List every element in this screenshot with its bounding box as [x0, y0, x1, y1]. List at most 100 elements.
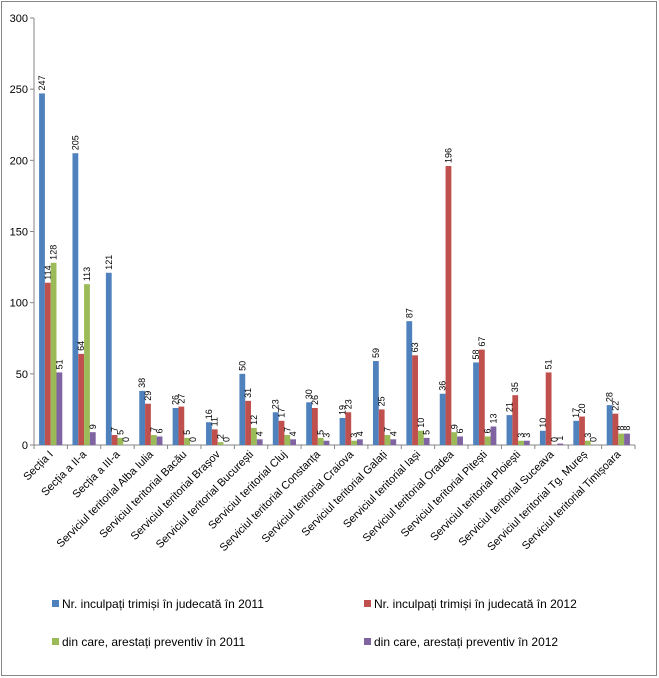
bar-3 — [317, 437, 324, 445]
data-label: 113 — [82, 267, 92, 281]
bar-4 — [390, 439, 397, 445]
data-label: 13 — [488, 413, 498, 423]
bar-1 — [272, 412, 279, 445]
bar-2 — [545, 372, 552, 445]
bar-1 — [606, 405, 613, 445]
bar-2 — [111, 435, 118, 445]
data-label: 8 — [616, 426, 626, 431]
bar-3 — [351, 440, 357, 445]
bar-2 — [278, 420, 285, 445]
data-label: 26 — [171, 395, 181, 405]
data-label: 121 — [104, 255, 114, 270]
data-label: 4 — [288, 431, 298, 436]
bar-2 — [211, 429, 218, 445]
data-label: 3 — [349, 433, 359, 438]
data-label: 63 — [410, 342, 420, 352]
data-label: 7 — [382, 427, 392, 432]
data-label: 59 — [371, 348, 381, 358]
bar-3 — [451, 432, 458, 445]
data-label: 3 — [516, 433, 526, 438]
bar-2 — [378, 409, 385, 445]
y-tick-label: 300 — [10, 13, 28, 25]
data-label: 23 — [343, 399, 353, 409]
data-label: 20 — [577, 404, 587, 414]
data-label: 16 — [204, 409, 214, 419]
bar-4 — [423, 437, 430, 445]
data-label: 29 — [143, 391, 153, 401]
data-label: 2 — [216, 434, 226, 439]
data-label: 3 — [583, 433, 593, 438]
bar-4 — [323, 440, 330, 445]
data-label: 0 — [549, 437, 559, 442]
data-label: 87 — [404, 308, 414, 318]
bar-2 — [312, 407, 318, 445]
y-tick-label: 0 — [22, 440, 28, 452]
bar-1 — [339, 417, 346, 445]
data-label: 36 — [438, 381, 448, 391]
bar-1 — [306, 402, 313, 445]
bar-2 — [178, 406, 185, 445]
bar-4 — [457, 436, 463, 445]
data-label: 26 — [310, 395, 320, 405]
data-label: 19 — [337, 405, 347, 415]
legend-swatch-3 — [52, 638, 59, 645]
bar-1 — [406, 321, 413, 445]
data-label: 5 — [316, 430, 326, 435]
data-label: 9 — [88, 424, 98, 429]
data-label: 7 — [110, 427, 120, 432]
data-label: 3 — [322, 433, 332, 438]
bar-3 — [117, 437, 124, 445]
bar-3 — [484, 436, 491, 445]
bar-1 — [439, 393, 446, 445]
bar-2 — [145, 403, 151, 445]
data-label: 3 — [522, 433, 532, 438]
data-label: 0 — [121, 437, 131, 442]
bar-1 — [372, 361, 379, 445]
bar-1 — [239, 373, 246, 445]
data-label: 128 — [49, 245, 59, 260]
data-label: 6 — [455, 428, 465, 433]
data-label: 27 — [176, 394, 186, 404]
legend-swatch-1 — [52, 600, 59, 607]
data-label: 9 — [449, 424, 459, 429]
y-tick-label: 200 — [10, 155, 28, 167]
bar-2 — [612, 413, 619, 445]
legend-label-4: din care, arestați preventiv în 2012 — [374, 635, 558, 649]
bar-4 — [557, 443, 564, 445]
bar-1 — [72, 153, 79, 445]
data-label: 51 — [54, 359, 64, 369]
data-label: 5 — [115, 430, 125, 435]
bar-2 — [512, 395, 519, 445]
data-label: 23 — [271, 399, 281, 409]
bar-4 — [156, 436, 163, 445]
bar-2 — [345, 412, 352, 445]
bar-1 — [573, 420, 580, 445]
bar-2 — [445, 166, 452, 445]
y-tick-label: 50 — [16, 369, 28, 381]
bar-4 — [523, 440, 530, 445]
data-label: 114 — [43, 265, 53, 279]
data-label: 51 — [544, 359, 554, 369]
bar-2 — [78, 353, 85, 445]
legend-swatch-4 — [364, 638, 371, 645]
data-label: 22 — [610, 401, 620, 411]
data-label: 7 — [282, 427, 292, 432]
data-label: 25 — [377, 396, 387, 406]
data-label: 21 — [504, 402, 514, 412]
bar-3 — [518, 440, 524, 445]
data-label: 205 — [70, 135, 80, 150]
bar-2 — [579, 416, 585, 445]
data-label: 247 — [37, 75, 47, 90]
data-label: 50 — [237, 361, 247, 371]
legend-label-2: Nr. inculpați trimiși în judecată în 201… — [374, 597, 577, 611]
data-label: 30 — [304, 389, 314, 399]
data-label: 0 — [589, 437, 599, 442]
data-label: 12 — [249, 415, 259, 425]
y-tick-label: 250 — [10, 84, 28, 96]
bar-1 — [139, 390, 146, 445]
data-label: 10 — [538, 418, 548, 428]
bar-1 — [506, 415, 513, 445]
bar-3 — [417, 430, 424, 445]
bar-2 — [412, 355, 418, 445]
data-label: 4 — [355, 431, 365, 436]
